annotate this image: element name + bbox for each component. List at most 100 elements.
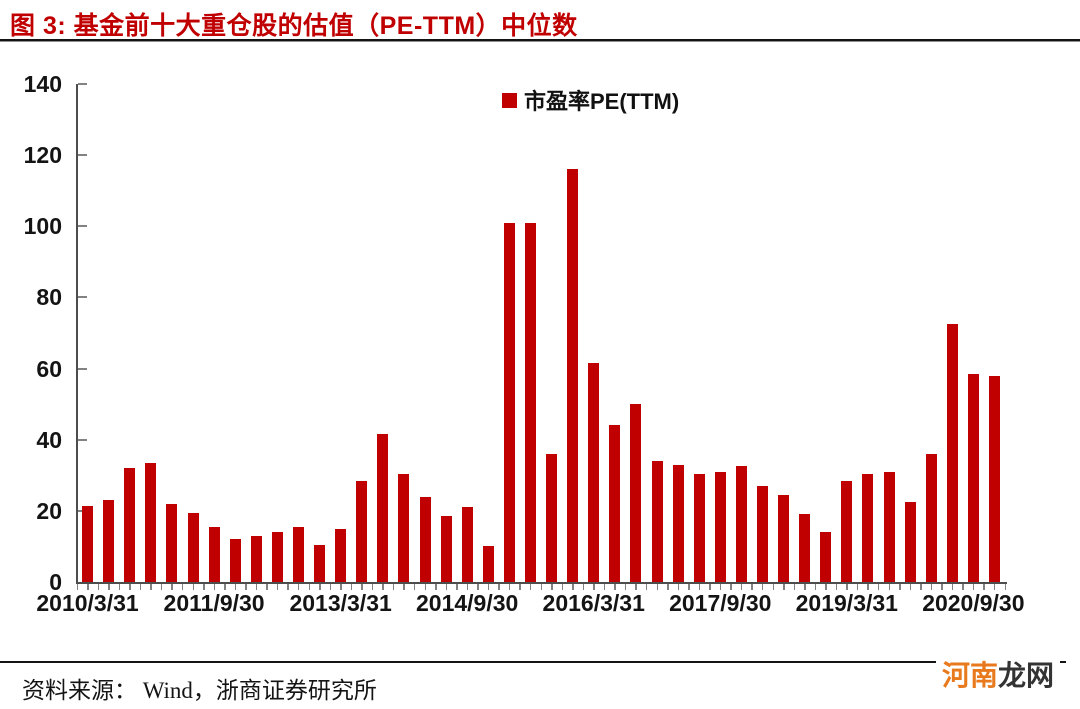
x-axis-tick bbox=[540, 584, 542, 590]
x-axis-label: 2016/3/31 bbox=[542, 590, 645, 616]
x-axis-tick bbox=[76, 584, 78, 590]
x-axis-tick bbox=[129, 584, 131, 590]
x-axis-tick bbox=[751, 584, 753, 590]
bar bbox=[250, 535, 262, 582]
bar bbox=[145, 462, 157, 582]
y-axis-label: 40 bbox=[36, 426, 62, 453]
x-axis-tick bbox=[698, 584, 701, 590]
bar bbox=[567, 169, 579, 582]
watermark-part2: 龙网 bbox=[998, 660, 1055, 691]
x-axis-tick bbox=[867, 584, 869, 590]
y-axis-label: 100 bbox=[23, 213, 62, 240]
x-axis-tick bbox=[993, 584, 996, 590]
x-axis-tick bbox=[276, 584, 279, 590]
x-axis-tick bbox=[719, 584, 722, 590]
x-axis-tick bbox=[424, 584, 426, 590]
bar bbox=[356, 480, 368, 582]
bar bbox=[862, 473, 874, 582]
x-axis-tick bbox=[529, 584, 532, 590]
y-axis-tick bbox=[78, 438, 87, 441]
x-axis-tick bbox=[624, 584, 627, 590]
y-axis-label: 140 bbox=[23, 71, 62, 97]
bar bbox=[693, 473, 705, 582]
x-axis-tick bbox=[319, 584, 321, 590]
y-axis-label: 0 bbox=[49, 569, 62, 595]
x-axis-tick bbox=[139, 584, 142, 590]
y-axis-tick bbox=[78, 225, 87, 228]
x-axis-tick bbox=[150, 584, 152, 590]
bar bbox=[335, 528, 347, 582]
y-axis-label: 20 bbox=[36, 497, 62, 524]
x-axis-tick bbox=[445, 584, 448, 590]
x-axis-tick bbox=[508, 584, 511, 590]
bar bbox=[440, 516, 452, 582]
bar bbox=[904, 501, 916, 582]
x-axis-tick bbox=[983, 584, 985, 590]
x-axis-tick bbox=[645, 584, 648, 590]
x-axis-tick bbox=[413, 584, 416, 590]
x-axis-tick bbox=[972, 584, 975, 590]
x-axis-tick bbox=[761, 584, 764, 590]
bar bbox=[124, 468, 136, 582]
x-axis-tick bbox=[234, 584, 237, 590]
x-axis-label: 2011/9/30 bbox=[163, 590, 265, 616]
x-axis-tick bbox=[97, 584, 100, 590]
x-axis-tick bbox=[287, 584, 289, 590]
x-axis-tick bbox=[877, 584, 880, 590]
x-axis-tick bbox=[329, 584, 332, 590]
bar bbox=[820, 532, 832, 582]
x-axis-tick bbox=[171, 584, 173, 590]
bar bbox=[187, 512, 199, 582]
y-axis-tick bbox=[78, 296, 87, 299]
x-axis-tick bbox=[1004, 584, 1006, 590]
y-axis-tick bbox=[78, 83, 87, 85]
x-axis-tick bbox=[846, 584, 848, 590]
watermark: 河南龙网 bbox=[936, 658, 1061, 693]
bar bbox=[756, 485, 768, 582]
x-axis-tick bbox=[340, 584, 342, 590]
bar bbox=[229, 539, 241, 582]
legend-label: 市盈率PE(TTM) bbox=[524, 89, 680, 114]
bar bbox=[271, 532, 283, 582]
x-axis-tick bbox=[920, 584, 922, 590]
x-axis-tick bbox=[835, 584, 838, 590]
x-axis-label: 2017/9/30 bbox=[669, 590, 772, 616]
bar bbox=[988, 375, 1000, 582]
x-axis-tick bbox=[899, 584, 901, 590]
x-axis-tick bbox=[382, 584, 384, 590]
figure-title: 图 3: 基金前十大重仓股的估值（PE-TTM）中位数 bbox=[10, 12, 578, 40]
bar bbox=[103, 500, 115, 582]
x-axis-tick bbox=[297, 584, 300, 590]
x-axis-tick bbox=[909, 584, 912, 590]
bar bbox=[292, 526, 304, 582]
x-axis-tick bbox=[466, 584, 469, 590]
title-divider bbox=[0, 39, 1080, 42]
x-axis-tick bbox=[435, 584, 437, 590]
bar bbox=[925, 453, 937, 582]
x-axis-tick bbox=[213, 584, 216, 590]
x-axis-tick bbox=[308, 584, 310, 590]
y-axis-label: 60 bbox=[36, 355, 62, 382]
bar bbox=[609, 425, 621, 582]
x-axis-tick bbox=[582, 584, 585, 590]
bar bbox=[883, 471, 895, 582]
bar bbox=[82, 505, 94, 582]
x-axis-tick bbox=[350, 584, 353, 590]
y-axis-label: 80 bbox=[36, 284, 62, 311]
bar bbox=[208, 526, 220, 582]
x-axis-tick bbox=[108, 584, 110, 590]
x-axis-tick bbox=[371, 584, 374, 590]
x-axis-tick bbox=[603, 584, 606, 590]
x-axis-tick bbox=[951, 584, 954, 590]
x-axis-tick bbox=[783, 584, 785, 590]
x-axis-label: 2020/9/30 bbox=[922, 590, 1025, 616]
x-axis-tick bbox=[677, 584, 680, 590]
x-axis-tick bbox=[403, 584, 405, 590]
bar bbox=[735, 466, 747, 582]
bar bbox=[967, 373, 979, 582]
x-axis-tick bbox=[740, 584, 743, 590]
y-axis-tick bbox=[78, 154, 87, 157]
x-axis-tick bbox=[730, 584, 732, 590]
x-axis-label: 2013/3/31 bbox=[289, 590, 392, 616]
x-axis-tick bbox=[118, 584, 121, 590]
